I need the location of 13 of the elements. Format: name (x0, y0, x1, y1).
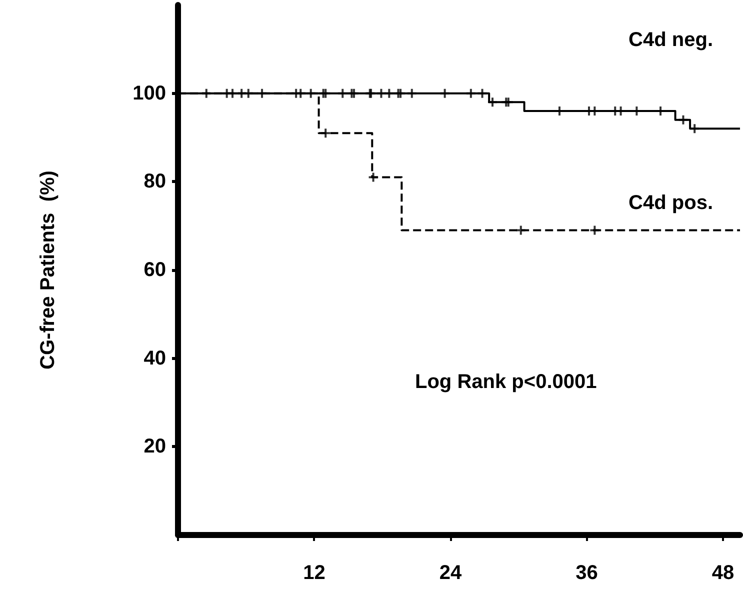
y-tick-label: 100 (132, 82, 166, 104)
x-tick-label: 48 (712, 562, 734, 584)
x-tick-label: 24 (439, 562, 462, 584)
y-tick-label: 60 (144, 259, 166, 281)
y-axis-title: CG-free Patients (%) (37, 170, 59, 370)
y-tick-label: 80 (144, 170, 166, 193)
annotation: Log Rank p<0.0001 (415, 371, 597, 393)
series-label: C4d pos. (628, 192, 713, 214)
x-tick-label: 36 (576, 562, 598, 584)
text: C4d neg. (628, 29, 713, 51)
y-tick-label: 20 (144, 436, 166, 458)
y-tick-label: 40 (144, 347, 166, 370)
x-tick-label: 12 (303, 562, 326, 584)
